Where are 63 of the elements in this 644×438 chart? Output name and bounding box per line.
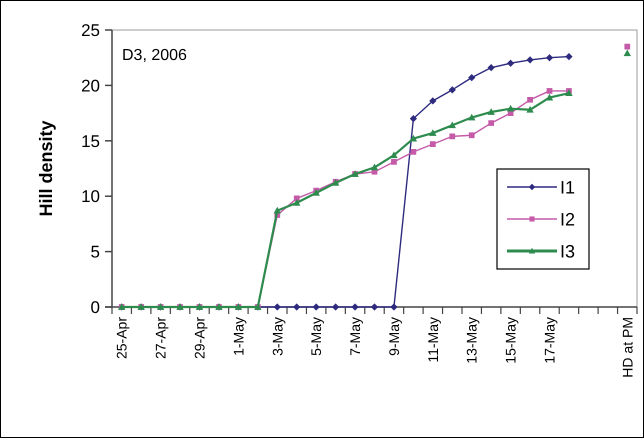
y-tick-label: 10 bbox=[81, 187, 100, 206]
x-tick-label: 17-May bbox=[542, 317, 558, 364]
x-tick-label: 7-May bbox=[347, 317, 364, 356]
x-tick-label: 27-Apr bbox=[152, 316, 169, 360]
point bbox=[274, 304, 281, 310]
x-tick-label: 25-Apr bbox=[114, 316, 130, 360]
point bbox=[527, 96, 533, 103]
point bbox=[410, 135, 417, 142]
point bbox=[293, 199, 300, 206]
point bbox=[468, 132, 475, 138]
annotation: D3, 2006 bbox=[122, 47, 188, 64]
legend-label: I1 bbox=[560, 177, 576, 198]
legend-label: I3 bbox=[560, 241, 576, 262]
x-tick-label: 13-May bbox=[464, 317, 480, 364]
point bbox=[448, 122, 456, 128]
point bbox=[507, 105, 514, 112]
y-tick-label: 5 bbox=[90, 242, 100, 262]
point bbox=[565, 90, 572, 96]
x-tick-label: 29-Apr bbox=[192, 316, 208, 360]
x-tick-label: 9-May bbox=[386, 317, 402, 356]
point bbox=[468, 114, 476, 120]
point bbox=[391, 158, 397, 165]
point bbox=[449, 134, 456, 140]
x-tick-label: 5-May bbox=[308, 317, 324, 356]
point bbox=[429, 130, 436, 136]
x-tick-label: 3-May bbox=[269, 317, 286, 356]
y-axis-title: Hill density bbox=[36, 120, 56, 217]
point bbox=[274, 207, 281, 214]
x-tick-label: 15-May bbox=[502, 317, 519, 364]
point bbox=[429, 97, 436, 104]
legend-label: I2 bbox=[560, 209, 576, 230]
point bbox=[410, 149, 416, 155]
point bbox=[546, 54, 553, 62]
point bbox=[448, 86, 456, 94]
point bbox=[488, 108, 495, 115]
point bbox=[507, 60, 514, 67]
x-tick-label: 1-May bbox=[230, 317, 246, 356]
point bbox=[430, 141, 436, 147]
point bbox=[293, 304, 300, 310]
point bbox=[390, 304, 398, 310]
point bbox=[526, 56, 534, 64]
point bbox=[488, 120, 494, 126]
point bbox=[624, 50, 631, 56]
y-tick-label: 15 bbox=[81, 132, 100, 151]
point bbox=[565, 53, 572, 60]
point bbox=[312, 304, 320, 310]
point bbox=[332, 304, 340, 310]
point bbox=[371, 304, 378, 310]
x-tick-label: HD at PM bbox=[619, 317, 636, 378]
y-tick-label: 0 bbox=[90, 298, 100, 317]
y-tick-label: 20 bbox=[81, 76, 100, 96]
point bbox=[546, 88, 552, 94]
point bbox=[546, 94, 553, 100]
point bbox=[371, 164, 378, 170]
point bbox=[468, 74, 476, 82]
point bbox=[488, 64, 495, 72]
y-tick-label: 25 bbox=[81, 20, 100, 40]
point bbox=[410, 115, 417, 122]
point bbox=[624, 44, 630, 50]
point bbox=[352, 304, 359, 310]
x-tick-label: 11-May bbox=[424, 317, 441, 363]
point bbox=[526, 106, 534, 113]
point bbox=[390, 152, 398, 158]
